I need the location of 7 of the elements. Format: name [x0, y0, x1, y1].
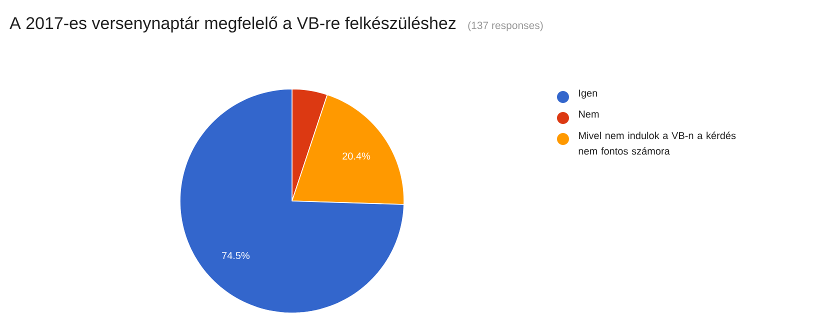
data-label: 74.5% [222, 252, 250, 260]
legend-label: Nem [579, 110, 599, 118]
chart-title: A 2017-es versenynaptár megfelelő a VB-re felkészüléshez [10, 16, 456, 33]
data-label: 20.4% [342, 152, 370, 160]
legend-label: Igen [579, 90, 598, 99]
chart-subtitle: (137 responses) [468, 21, 543, 32]
legend-label: Mivel nem indulok a VB-n a kérdés nem fontos számora [578, 132, 736, 155]
